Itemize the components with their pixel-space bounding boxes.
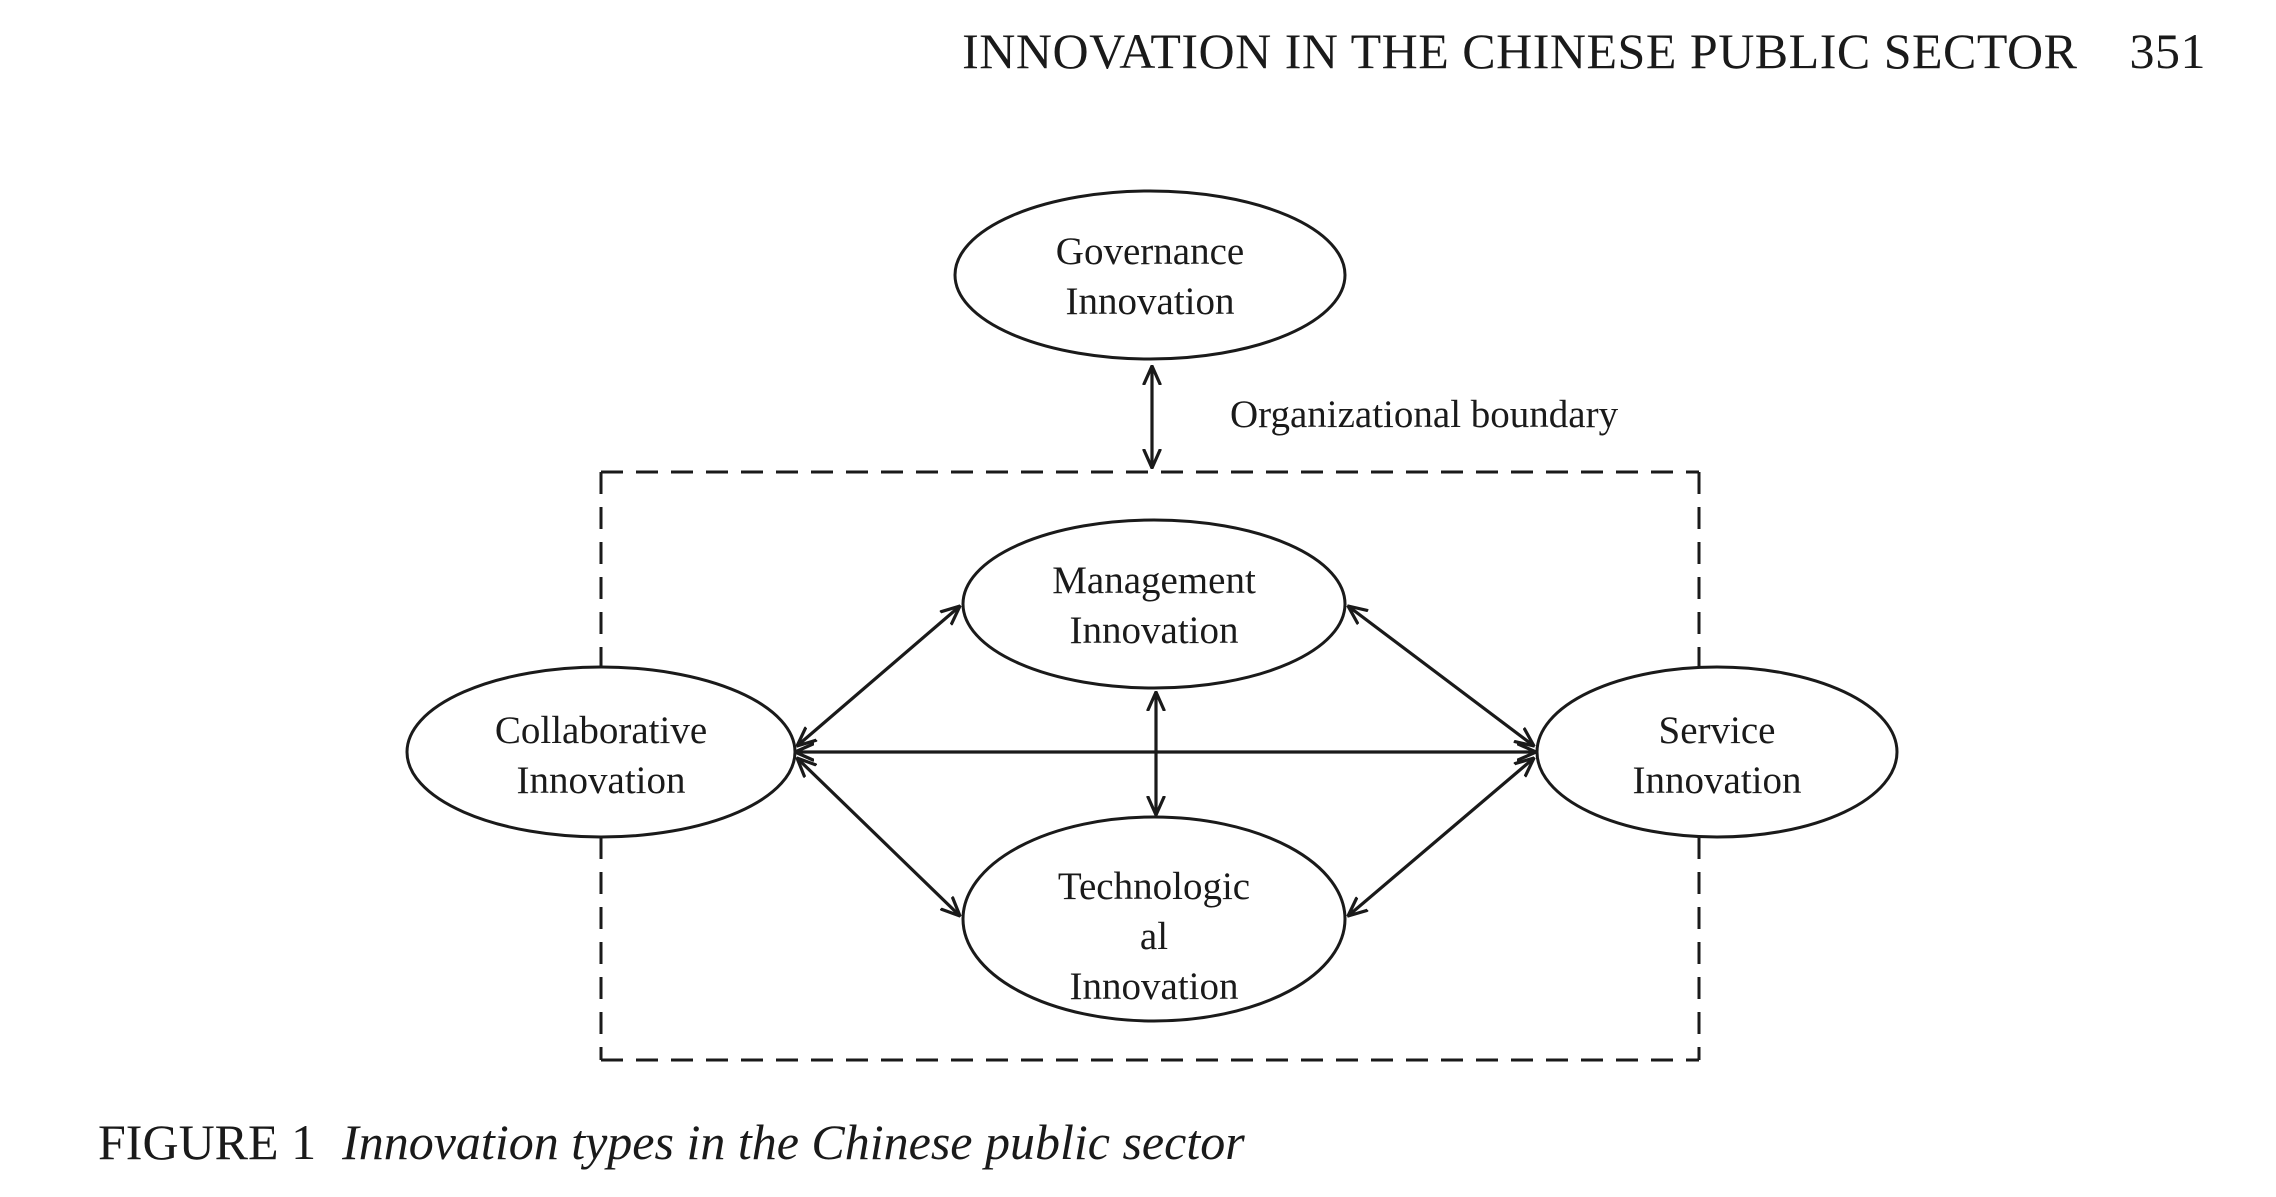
- node-label-line: Innovation: [1070, 609, 1239, 652]
- boundary-label: Organizational boundary: [1230, 393, 1619, 436]
- node-ellipse: [405, 665, 797, 839]
- node-management-innovation: Management Innovation: [961, 518, 1347, 690]
- relationship-arrows: [795, 366, 1536, 916]
- running-head: INNOVATION IN THE CHINESE PUBLIC SECTOR 3…: [962, 22, 2206, 80]
- node-label-line: Governance: [1056, 230, 1244, 273]
- node-collaborative-innovation: Collaborative Innovation: [405, 665, 797, 839]
- figure-title: Innovation types in the Chinese public s…: [342, 1114, 1245, 1170]
- node-label-line: Management: [1052, 559, 1256, 602]
- arrow-management-service: [1348, 606, 1534, 746]
- node-ellipse: [961, 815, 1347, 1023]
- node-ellipse: [961, 518, 1347, 690]
- node-ellipse: [953, 189, 1347, 361]
- figure-number: FIGURE 1: [98, 1114, 317, 1170]
- running-title: INNOVATION IN THE CHINESE PUBLIC SECTOR: [962, 23, 2078, 79]
- node-label-line: Innovation: [517, 759, 686, 802]
- node-label-line: al: [1140, 915, 1168, 958]
- organizational-boundary: [599, 470, 1701, 1062]
- node-label-line: Technologic: [1058, 865, 1250, 908]
- node-label-line: Service: [1659, 709, 1776, 752]
- node-label-line: Innovation: [1066, 280, 1235, 323]
- node-label-line: Innovation: [1633, 759, 1802, 802]
- node-label-line: Innovation: [1070, 965, 1239, 1008]
- arrow-technological-service: [1348, 758, 1534, 916]
- arrow-collaborative-management: [797, 606, 960, 746]
- node-service-innovation: Service Innovation: [1535, 665, 1899, 839]
- figure-caption: FIGURE 1 Innovation types in the Chinese …: [98, 1113, 1245, 1171]
- node-label-line: Collaborative: [495, 709, 707, 752]
- node-ellipse: [1535, 665, 1899, 839]
- page-number: 351: [2129, 23, 2206, 79]
- node-governance-innovation: Governance Innovation: [953, 189, 1347, 361]
- node-technological-innovation: Technologic al Innovation: [961, 815, 1347, 1023]
- arrow-collaborative-technological: [797, 758, 960, 916]
